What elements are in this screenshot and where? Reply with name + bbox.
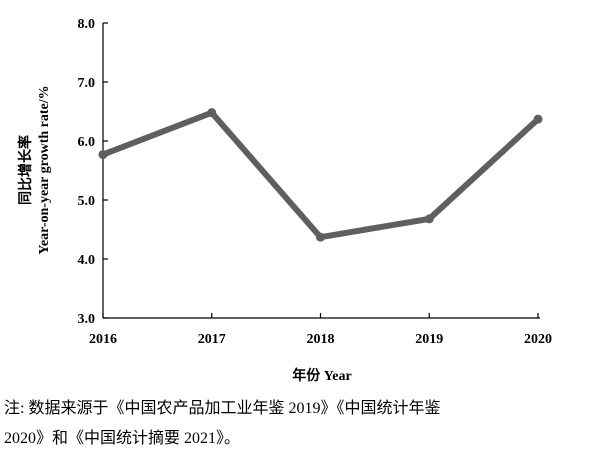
- data-point: [98, 150, 108, 160]
- data-point: [316, 232, 325, 242]
- data-point: [424, 214, 434, 224]
- y-axis-label-english: Year-on-year growth rate/%: [37, 85, 52, 254]
- x-tick-label: 2019: [415, 332, 443, 347]
- source-note: 注: 数据来源于《中国农产品加工业年鉴 2019》《中国统计年鉴 2020》和《…: [4, 394, 596, 454]
- y-tick-label: 7.0: [78, 76, 96, 91]
- y-tick-label: 3.0: [78, 312, 96, 327]
- x-tick-label: 2017: [198, 332, 226, 347]
- source-note-line-1: 注: 数据来源于《中国农产品加工业年鉴 2019》《中国统计年鉴: [4, 400, 441, 417]
- axes: [102, 23, 540, 319]
- x-tick-label: 2020: [524, 332, 552, 347]
- y-axis-ticks: 3.0 4.0 5.0 6.0 7.0 8.0: [78, 17, 108, 327]
- x-axis-label: 年份 Year: [292, 367, 352, 384]
- y-axis-label-chinese: 同比增长率: [17, 135, 34, 205]
- y-tick-label: 8.0: [78, 17, 96, 32]
- source-note-line-2: 2020》和《中国统计摘要 2021》。: [4, 430, 241, 447]
- x-tick-label: 2018: [307, 332, 335, 347]
- x-axis-ticks: 2016 2017 2018 2019 2020: [89, 313, 552, 347]
- series-group: [98, 108, 543, 242]
- x-tick-label: 2016: [89, 332, 117, 347]
- y-tick-label: 4.0: [78, 253, 96, 268]
- data-point: [207, 108, 217, 118]
- y-tick-label: 5.0: [78, 194, 96, 209]
- y-tick-label: 6.0: [78, 135, 96, 150]
- data-point: [533, 114, 543, 124]
- series-line: [100, 109, 541, 241]
- line-chart: 3.04.05.06.07.08.0 2016 2017 2018 2019 2020 …: [17, 17, 552, 384]
